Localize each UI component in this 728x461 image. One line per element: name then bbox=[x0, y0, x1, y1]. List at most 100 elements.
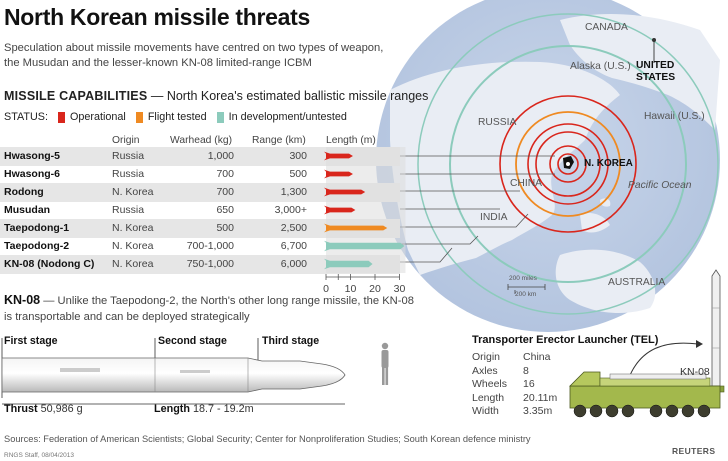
thrust-label: Thrust bbox=[4, 403, 38, 415]
stage-3-label: Third stage bbox=[262, 335, 320, 347]
length-tick-label: 10 bbox=[345, 283, 357, 293]
nkorea-center bbox=[566, 162, 570, 166]
range-ring-operational-4 bbox=[499, 95, 637, 233]
table-row: Hwasong-5 Russia 1,000 300 bbox=[0, 147, 400, 166]
tel-row: Length 20.11m bbox=[472, 392, 573, 406]
length-tick-label: 30 bbox=[394, 283, 406, 293]
missile-range: 2,500 bbox=[280, 222, 307, 234]
tel-label: Wheels bbox=[472, 378, 508, 390]
kn08-heading: KN-08 — Unlike the Taepodong-2, the Nort… bbox=[4, 292, 424, 325]
range-ring-taepodong2 bbox=[417, 13, 719, 315]
thrust-value: 50,986 g bbox=[40, 403, 83, 415]
missile-name: Hwasong-6 bbox=[4, 168, 61, 180]
page-subtitle: Speculation about missile movements have… bbox=[4, 42, 384, 69]
missile-warhead: 750-1,000 bbox=[186, 258, 234, 270]
length-bar bbox=[324, 240, 405, 252]
land-islands bbox=[580, 198, 611, 233]
missile-warhead: 700-1,000 bbox=[186, 240, 234, 252]
reuters-logo: REUTERS bbox=[672, 446, 716, 456]
missile-warhead: 1,000 bbox=[207, 150, 234, 162]
map-label-nkorea: N. KOREA bbox=[584, 158, 633, 169]
range-ring-operational-2 bbox=[549, 145, 587, 183]
missile-origin: Russia bbox=[112, 204, 145, 216]
map-label-china: CHINA bbox=[510, 178, 543, 189]
missile-name: Musudan bbox=[4, 204, 51, 216]
missile-origin: N. Korea bbox=[112, 240, 154, 252]
map-label-alaska: Alaska (U.S.) bbox=[570, 61, 631, 72]
tel-missile-label: KN-08 bbox=[680, 366, 710, 378]
table-row: Taepodong-2 N. Korea 700-1,000 6,700 bbox=[0, 237, 400, 256]
capabilities-heading: MISSILE CAPABILITIES — North Korea's est… bbox=[4, 89, 428, 103]
erect-arrow bbox=[627, 342, 699, 381]
col-origin: Origin bbox=[112, 135, 140, 146]
scale-bar bbox=[507, 284, 546, 294]
tel-value: 20.11m bbox=[523, 391, 558, 404]
tel-value: 3.35m bbox=[523, 405, 553, 417]
tel-row: Origin China bbox=[472, 351, 573, 365]
missile-range: 500 bbox=[289, 168, 307, 180]
tel-label: Origin bbox=[472, 351, 501, 363]
tel-row: Width 3.35m bbox=[472, 405, 573, 419]
missile-origin: Russia bbox=[112, 168, 145, 180]
tel-value: 16 bbox=[523, 378, 535, 390]
kn08-text: — Unlike the Taepodong-2, the North's ot… bbox=[4, 295, 414, 323]
tel-truck bbox=[569, 371, 721, 418]
col-length: Length (m) bbox=[326, 135, 376, 146]
range-ring-flight bbox=[515, 111, 621, 217]
kn08-length: Length 18.7 - 19.2m bbox=[154, 403, 254, 415]
land-na bbox=[560, 14, 720, 131]
length-bar bbox=[324, 169, 353, 179]
scale-miles: 200 miles bbox=[509, 275, 537, 282]
missile-warhead: 700 bbox=[216, 168, 234, 180]
capabilities-note: — North Korea's estimated ballistic miss… bbox=[150, 89, 429, 103]
tel-label: Width bbox=[472, 405, 499, 417]
col-range: Range (km) bbox=[252, 135, 306, 146]
length-bar bbox=[324, 223, 388, 233]
missile-range: 6,700 bbox=[280, 240, 307, 252]
stage-2-label: Second stage bbox=[158, 335, 227, 347]
length-tick-label: 0 bbox=[323, 283, 329, 293]
page-title: North Korean missile threats bbox=[4, 4, 311, 30]
status-swatch-operational bbox=[58, 111, 65, 123]
capabilities-title: MISSILE CAPABILITIES bbox=[4, 89, 148, 103]
length-bar bbox=[324, 205, 356, 215]
status-operational: Operational bbox=[70, 111, 126, 123]
map-label-hawaii: Hawaii (U.S.) bbox=[644, 111, 705, 122]
table-row: Hwasong-6 Russia 700 500 bbox=[0, 165, 400, 184]
tel-heading: Transporter Erector Launcher (TEL) bbox=[472, 334, 659, 346]
status-development: In development/untested bbox=[228, 111, 347, 123]
land-asia bbox=[390, 61, 620, 275]
map-label-australia: AUSTRALIA bbox=[608, 277, 666, 288]
missile-name: KN-08 (Nodong C) bbox=[4, 258, 95, 270]
missile-name: Rodong bbox=[4, 186, 44, 198]
erect-missile bbox=[707, 269, 725, 393]
missile-range: 1,300 bbox=[280, 186, 307, 198]
map-label-us: UNITED STATES bbox=[636, 60, 676, 83]
status-legend: STATUS: Operational Flight tested In dev… bbox=[4, 111, 347, 123]
missile-range: 300 bbox=[289, 150, 307, 162]
missile-warhead: 500 bbox=[216, 222, 234, 234]
length-bar bbox=[324, 151, 353, 161]
range-ring-operational-1 bbox=[557, 153, 579, 175]
leader-lines bbox=[400, 155, 555, 263]
length-bar bbox=[324, 258, 373, 270]
scale-km: 200 km bbox=[515, 291, 537, 298]
missile-body bbox=[1, 357, 346, 393]
missile-origin: Russia bbox=[112, 150, 145, 162]
tel-row: Axles 8 bbox=[472, 365, 573, 379]
length-tick-label: 20 bbox=[369, 283, 381, 293]
missile-origin: N. Korea bbox=[112, 258, 154, 270]
tel-row: Wheels 16 bbox=[472, 378, 573, 392]
map-label-pacific: Pacific Ocean bbox=[628, 180, 692, 191]
status-swatch-flight bbox=[135, 111, 143, 123]
missile-range: 3,000+ bbox=[274, 204, 307, 216]
tel-label: Length bbox=[472, 391, 505, 404]
missile-name: Hwasong-5 bbox=[4, 150, 61, 162]
stage-1-label: First stage bbox=[4, 335, 58, 347]
table-row: KN-08 (Nodong C) N. Korea 750-1,000 6,000 bbox=[0, 255, 400, 274]
missile-name: Taepodong-1 bbox=[4, 222, 70, 234]
us-dot bbox=[652, 38, 656, 42]
map-label-canada: CANADA bbox=[585, 22, 628, 33]
tel-label: Axles bbox=[472, 364, 498, 377]
